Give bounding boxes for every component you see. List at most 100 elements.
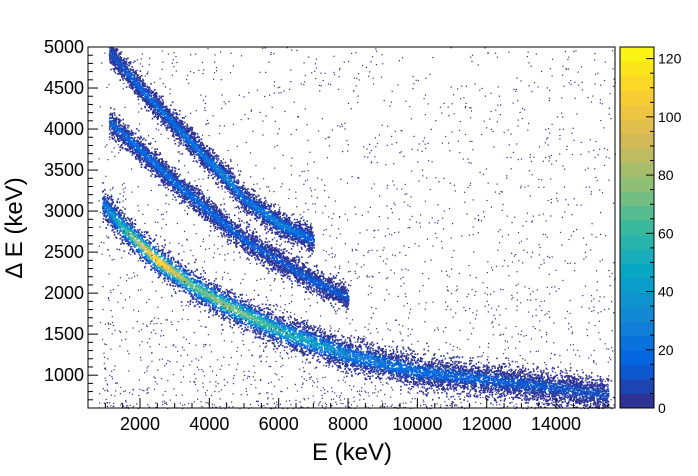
heatmap-cell xyxy=(409,368,411,370)
heatmap-cell xyxy=(550,376,552,379)
heatmap-cell xyxy=(424,361,427,363)
heatmap-cell xyxy=(366,347,369,349)
heatmap-cell xyxy=(229,291,231,294)
heatmap-cell xyxy=(184,287,187,289)
heatmap-cell xyxy=(396,380,398,382)
heatmap-cell xyxy=(254,308,256,310)
heatmap-cell xyxy=(292,321,294,323)
heatmap-cell xyxy=(472,364,475,367)
heatmap-cell xyxy=(178,253,180,255)
heatmap-cell xyxy=(576,369,578,372)
heatmap-cell xyxy=(419,380,421,383)
heatmap-cell xyxy=(606,377,608,380)
heatmap-cell xyxy=(361,340,364,342)
heatmap-cell xyxy=(425,363,427,365)
heatmap-cell xyxy=(118,248,121,251)
heatmap-cell xyxy=(392,352,395,354)
heatmap-cell xyxy=(514,385,517,387)
heatmap-cell xyxy=(290,316,292,319)
heatmap-cell xyxy=(424,353,427,355)
heatmap-cell xyxy=(580,381,582,383)
heatmap-cell xyxy=(573,399,575,401)
heatmap-cell xyxy=(375,370,377,372)
heatmap-cell xyxy=(396,349,398,351)
heatmap-cell xyxy=(566,394,569,397)
heatmap-cell xyxy=(468,363,471,366)
heatmap-cell xyxy=(172,258,175,260)
heatmap-cell xyxy=(433,376,435,378)
heatmap-cell xyxy=(170,258,172,261)
heatmap-cell xyxy=(309,352,312,355)
heatmap-cell xyxy=(286,346,288,348)
heatmap-cell xyxy=(432,384,435,387)
heatmap-cell xyxy=(318,353,320,355)
heatmap-cell xyxy=(163,278,165,280)
heatmap-cell xyxy=(397,358,399,360)
heatmap-cell xyxy=(349,340,351,342)
heatmap-cell xyxy=(367,370,370,373)
heatmap-cell xyxy=(334,357,337,359)
heatmap-cell xyxy=(230,305,233,308)
heatmap-cell xyxy=(107,198,109,201)
heatmap-cell xyxy=(377,375,379,378)
heatmap-cell xyxy=(139,255,142,258)
heatmap-cell xyxy=(295,336,297,339)
heatmap-cell xyxy=(196,268,198,271)
heatmap-cell xyxy=(401,367,403,370)
heatmap-cell xyxy=(466,395,468,397)
heatmap-cell xyxy=(157,248,160,250)
heatmap-cell xyxy=(290,343,292,345)
heatmap-cell xyxy=(499,399,502,402)
heatmap-cell xyxy=(592,404,595,406)
heatmap-cell xyxy=(298,325,301,328)
heatmap-cell xyxy=(598,384,600,387)
heatmap-cell xyxy=(120,243,122,245)
heatmap-cell xyxy=(130,223,133,226)
heatmap-cell xyxy=(356,341,359,343)
heatmap-cell xyxy=(258,308,260,310)
heatmap-cell xyxy=(150,241,152,244)
heatmap-cell xyxy=(112,228,114,231)
heatmap-cell xyxy=(229,308,232,310)
heatmap-cell xyxy=(412,350,414,352)
heatmap-cell xyxy=(484,380,487,383)
heatmap-cell xyxy=(112,201,114,203)
heatmap-cell xyxy=(215,300,217,302)
heatmap-cell xyxy=(473,395,476,397)
heatmap-cell xyxy=(495,393,497,396)
heatmap-cell xyxy=(380,368,383,371)
heatmap-cell xyxy=(173,259,175,261)
heatmap-cell xyxy=(362,372,364,374)
heatmap-cell xyxy=(257,315,259,317)
heatmap-cell xyxy=(295,331,297,334)
heatmap-cell xyxy=(409,349,412,351)
heatmap-cell xyxy=(336,360,339,362)
heatmap-cell xyxy=(592,383,595,386)
heatmap-cell xyxy=(200,273,202,275)
heatmap-cell xyxy=(556,383,558,386)
heatmap-cell xyxy=(451,381,454,383)
heatmap-cell xyxy=(448,365,450,368)
heatmap-cell xyxy=(152,267,155,270)
heatmap-cell xyxy=(456,360,458,363)
heatmap-cell xyxy=(197,291,199,294)
heatmap-cell xyxy=(130,229,132,231)
heatmap-cell xyxy=(485,398,487,400)
heatmap-cell xyxy=(252,329,254,332)
heatmap-cell xyxy=(229,325,232,328)
heatmap-cell xyxy=(213,287,216,290)
heatmap-cell xyxy=(437,379,439,381)
heatmap-cell xyxy=(408,383,411,385)
heatmap-cell xyxy=(370,356,373,358)
heatmap-cell xyxy=(334,336,337,339)
heatmap-cell xyxy=(448,362,450,364)
heatmap-cell xyxy=(192,283,194,285)
heatmap-cell xyxy=(389,378,391,381)
heatmap-cell xyxy=(398,379,400,382)
heatmap-cell xyxy=(489,374,491,377)
heatmap-cell xyxy=(549,397,552,399)
heatmap-cell xyxy=(246,317,249,319)
heatmap-cell xyxy=(581,380,583,382)
heatmap-cell xyxy=(232,302,234,304)
heatmap-cell xyxy=(291,349,293,352)
